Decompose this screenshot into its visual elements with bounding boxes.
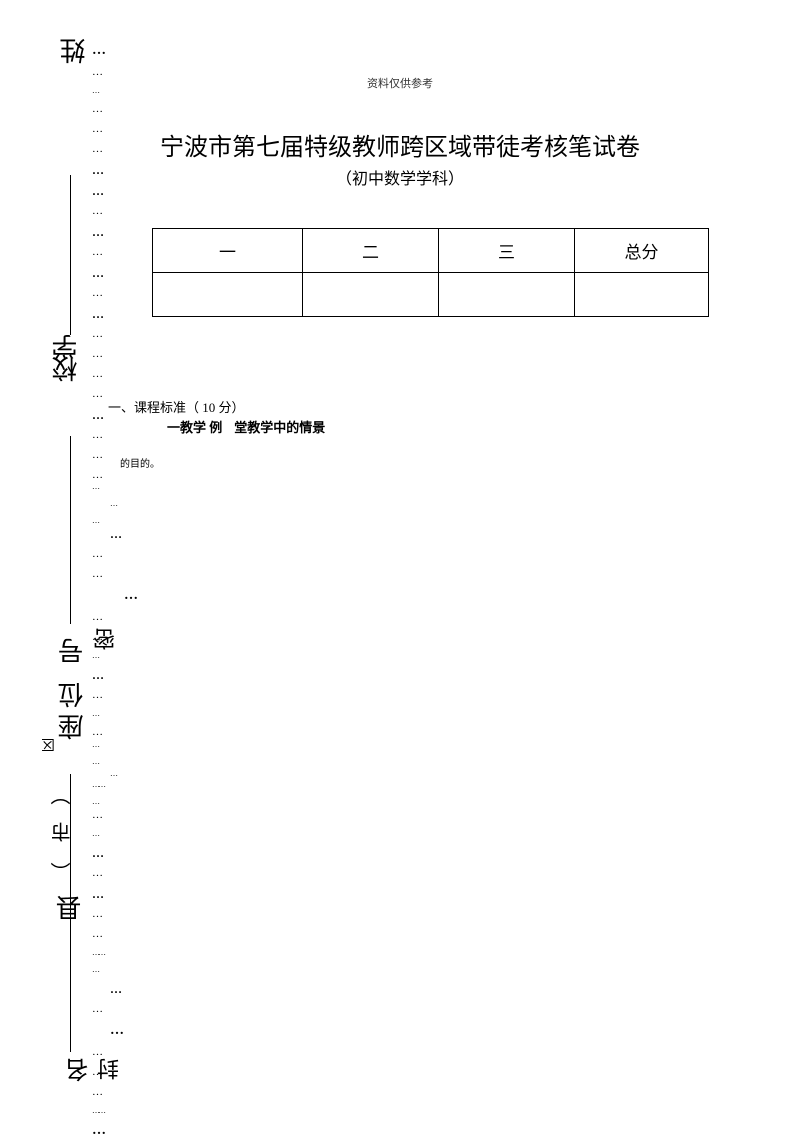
side-label-paren-open: （	[48, 862, 77, 882]
col-1-header: 一	[153, 229, 303, 273]
side-label-paren-close: ）	[48, 785, 77, 805]
fold-line-3	[70, 774, 71, 1052]
section-1-line2a: 一教学 例	[167, 420, 222, 435]
side-label-surname: 姓	[56, 38, 93, 64]
table-header-row: 一 二 三 总分	[153, 229, 709, 273]
side-label-seat-wei: 位	[54, 682, 91, 708]
dot-column: … … … … … … … … … … … … … … … … … … … … …	[92, 44, 152, 1147]
score-cell-3	[439, 273, 575, 317]
section-1-line2: 一教学 例堂教学中的情景	[167, 417, 325, 436]
score-table: 一 二 三 总分	[152, 228, 709, 317]
exam-page: 资料仅供参考 宁波市第七届特级教师跨区域带徒考核笔试卷 （初中数学学科） 一 二…	[0, 0, 800, 1111]
side-label-seat-zuo: 座	[54, 714, 91, 740]
score-cell-2	[303, 273, 439, 317]
score-cell-total	[575, 273, 709, 317]
table-score-row	[153, 273, 709, 317]
side-label-number: 号	[54, 638, 91, 664]
score-cell-1	[153, 273, 303, 317]
section-1-line2b: 堂教学中的情景	[234, 420, 325, 435]
col-total-header: 总分	[575, 229, 709, 273]
side-label-city: 市	[48, 822, 77, 842]
col-3-header: 三	[439, 229, 575, 273]
side-label-district: 区	[40, 738, 60, 752]
fold-line-1	[70, 175, 71, 335]
col-2-header: 二	[303, 229, 439, 273]
side-label-school: 校学	[54, 338, 80, 382]
fold-line-2	[70, 436, 71, 624]
